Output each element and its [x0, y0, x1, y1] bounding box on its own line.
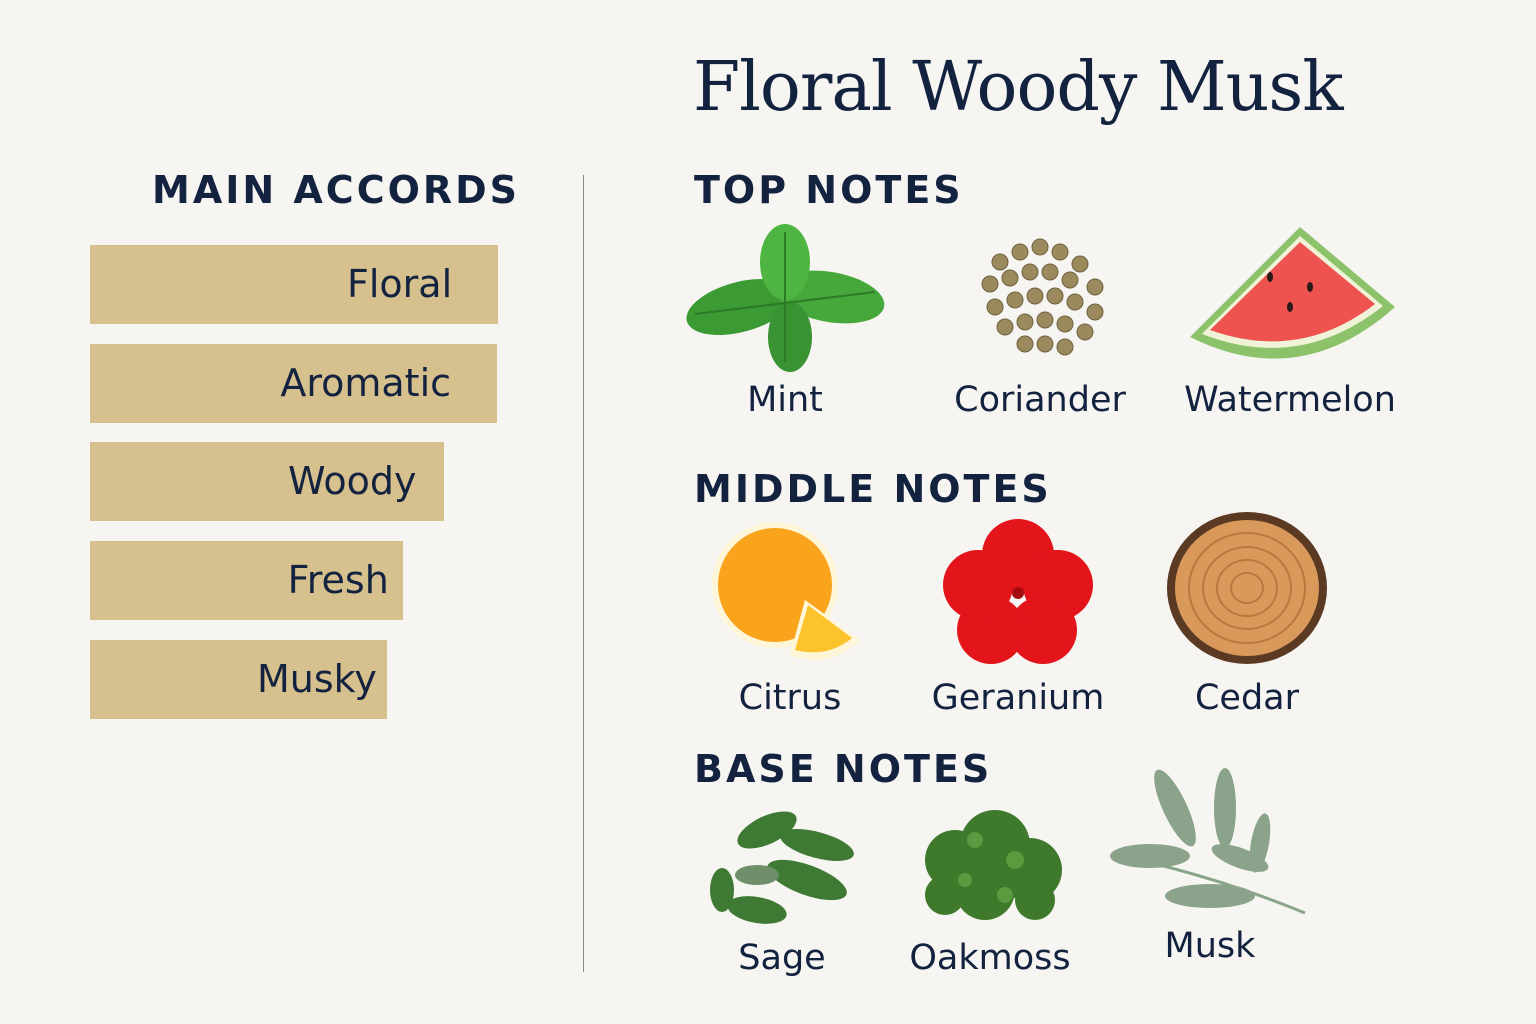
- note-label: Musk: [1164, 926, 1256, 966]
- note-musk: Musk: [1090, 768, 1330, 966]
- note-mint: Mint: [665, 222, 905, 420]
- accord-bar-woody: Woody: [90, 442, 444, 521]
- accord-label: Fresh: [287, 558, 389, 602]
- note-label: Sage: [738, 938, 826, 978]
- note-oakmoss: Oakmoss: [870, 800, 1110, 978]
- note-sage: Sage: [662, 800, 902, 978]
- note-coriander: Coriander: [920, 222, 1160, 420]
- note-label: Oakmoss: [909, 938, 1071, 978]
- note-geranium: Geranium: [898, 515, 1138, 718]
- note-citrus: Citrus: [670, 520, 910, 718]
- main-accords-heading: MAIN ACCORDS: [152, 168, 521, 212]
- accord-bar-fresh: Fresh: [90, 541, 403, 620]
- musk-icon: [1110, 768, 1306, 915]
- sage-icon: [710, 811, 854, 924]
- top-notes-heading: TOP NOTES: [694, 168, 964, 212]
- note-label: Cedar: [1194, 678, 1300, 718]
- note-cedar: Cedar: [1127, 510, 1367, 718]
- accord-label: Woody: [288, 459, 417, 503]
- coriander-icon: [981, 238, 1104, 356]
- note-label: Watermelon: [1184, 380, 1396, 420]
- accord-bar-musky: Musky: [90, 640, 387, 719]
- mint-icon: [686, 224, 885, 372]
- note-label: Coriander: [954, 380, 1126, 420]
- page-title: Floral Woody Musk: [693, 48, 1344, 127]
- accord-bar-aromatic: Aromatic: [90, 344, 497, 423]
- oakmoss-icon: [925, 810, 1062, 920]
- middle-notes-heading: MIDDLE NOTES: [694, 467, 1052, 511]
- note-label: Citrus: [738, 678, 842, 718]
- note-watermelon: Watermelon: [1170, 222, 1410, 420]
- accord-bar-floral: Floral: [90, 245, 498, 324]
- note-label: Mint: [747, 380, 823, 420]
- accord-label: Aromatic: [280, 361, 452, 405]
- accord-label: Floral: [347, 262, 453, 306]
- geranium-icon: [943, 519, 1093, 664]
- divider: [583, 175, 584, 972]
- watermelon-icon: [1190, 227, 1395, 359]
- cedar-icon: [1166, 512, 1327, 664]
- accord-label: Musky: [257, 657, 377, 701]
- note-label: Geranium: [931, 678, 1105, 718]
- citrus-icon: [712, 522, 860, 660]
- base-notes-heading: BASE NOTES: [694, 747, 993, 791]
